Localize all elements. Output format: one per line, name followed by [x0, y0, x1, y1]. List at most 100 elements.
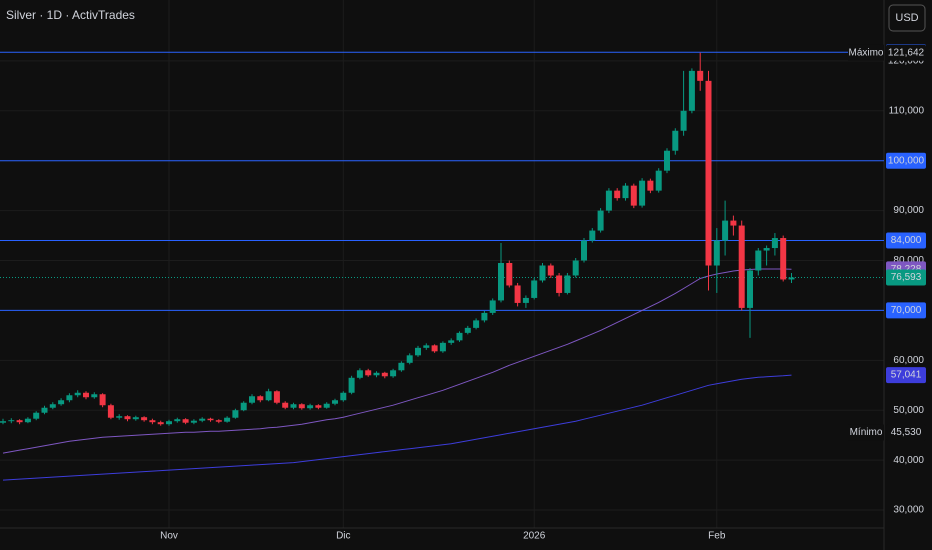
price-tag-label: 76,593	[891, 272, 922, 283]
price-tag	[886, 269, 926, 286]
candle-body	[390, 370, 397, 377]
candle-body	[215, 420, 222, 422]
candle-body	[190, 420, 197, 423]
candle-body	[655, 170, 662, 191]
level-badge-label: 100,000	[888, 155, 925, 166]
candle-body	[456, 332, 463, 341]
candle-body	[381, 372, 388, 377]
candle-body	[506, 263, 513, 286]
candle-body	[564, 275, 571, 293]
candle-body	[697, 70, 704, 81]
candle-body	[340, 392, 347, 401]
candle-body	[49, 404, 56, 408]
candle-body	[730, 220, 737, 226]
candle-body	[356, 370, 363, 378]
candle-body	[664, 150, 670, 171]
candle-body	[332, 400, 338, 404]
candle-body	[464, 327, 471, 333]
candle-body	[547, 265, 554, 276]
candle-body	[290, 404, 297, 408]
candle-body	[639, 180, 646, 206]
candle-body	[91, 394, 98, 398]
level-badge	[886, 302, 926, 319]
extreme-label: 121,642	[888, 47, 925, 58]
level-badge	[886, 232, 926, 249]
candle-body	[107, 405, 114, 418]
candle-body	[448, 340, 455, 343]
candle-body	[166, 421, 172, 425]
candle-body	[514, 285, 521, 303]
candle-body	[182, 419, 189, 423]
candle-body	[572, 260, 579, 276]
candle-body	[240, 402, 247, 411]
candle-body	[0, 421, 6, 423]
candle-body	[481, 312, 488, 321]
level-badge	[886, 152, 926, 169]
candle-body	[398, 362, 405, 371]
candle-body	[581, 240, 587, 261]
candle-body	[265, 391, 272, 401]
y-tick-label: 110,000	[889, 105, 925, 116]
candle-body	[431, 345, 438, 352]
candle-body	[771, 238, 778, 249]
candle-body	[415, 347, 421, 356]
candle-body	[298, 404, 305, 409]
candle-body	[282, 402, 289, 408]
candle-body	[273, 391, 280, 403]
candle-body	[157, 422, 164, 425]
candle-body	[141, 417, 148, 421]
candle-body	[232, 410, 239, 418]
candle-body	[365, 370, 372, 376]
x-tick-label: Dic	[336, 531, 350, 542]
candle-body	[498, 263, 504, 301]
candle-body	[722, 220, 729, 241]
x-tick-label: Nov	[160, 531, 178, 542]
y-tick-label: 60,000	[893, 355, 924, 366]
candle-body	[763, 248, 770, 251]
candle-body	[66, 395, 73, 401]
candle-body	[307, 405, 314, 409]
candle-body	[688, 70, 695, 111]
candle-body	[622, 185, 629, 199]
extreme-name: Máximo	[848, 47, 883, 58]
candle-body	[132, 417, 139, 420]
chart-title: Silver · 1D · ActivTrades	[6, 8, 135, 22]
price-tag-label: 78,228	[891, 264, 922, 275]
candle-body	[24, 418, 31, 423]
candle-body	[755, 250, 762, 271]
candle-body	[58, 400, 65, 405]
y-tick-label: 50,000	[893, 405, 924, 416]
x-tick-label: Feb	[708, 531, 726, 542]
candle-body	[174, 419, 181, 422]
candle-body	[713, 240, 720, 266]
candle-body	[149, 420, 156, 423]
extreme-badge	[886, 424, 926, 441]
candle-body	[556, 275, 563, 293]
extreme-box	[848, 44, 884, 61]
y-tick-label: 80,000	[893, 255, 924, 266]
candle-body	[315, 405, 322, 408]
candle-body	[373, 372, 380, 376]
candle-body	[630, 185, 637, 206]
candle-body	[33, 412, 40, 419]
candle-body	[605, 190, 612, 211]
price-tag-label: 57,041	[891, 370, 922, 381]
candle-body	[41, 407, 48, 413]
candle-body	[99, 394, 106, 406]
price-tag	[886, 367, 926, 384]
candle-body	[738, 225, 745, 308]
candle-body	[597, 210, 604, 231]
candle-body	[647, 180, 654, 191]
currency[interactable]: USD	[895, 12, 918, 24]
y-tick-label: 120,000	[888, 56, 925, 67]
currency-button[interactable]	[888, 4, 926, 32]
candle-body	[747, 270, 753, 308]
extreme-label: 45,530	[891, 427, 922, 438]
candle-body	[83, 392, 89, 398]
y-tick-label: 30,000	[893, 505, 924, 516]
candle-body	[439, 342, 446, 352]
extreme-box	[848, 424, 884, 441]
